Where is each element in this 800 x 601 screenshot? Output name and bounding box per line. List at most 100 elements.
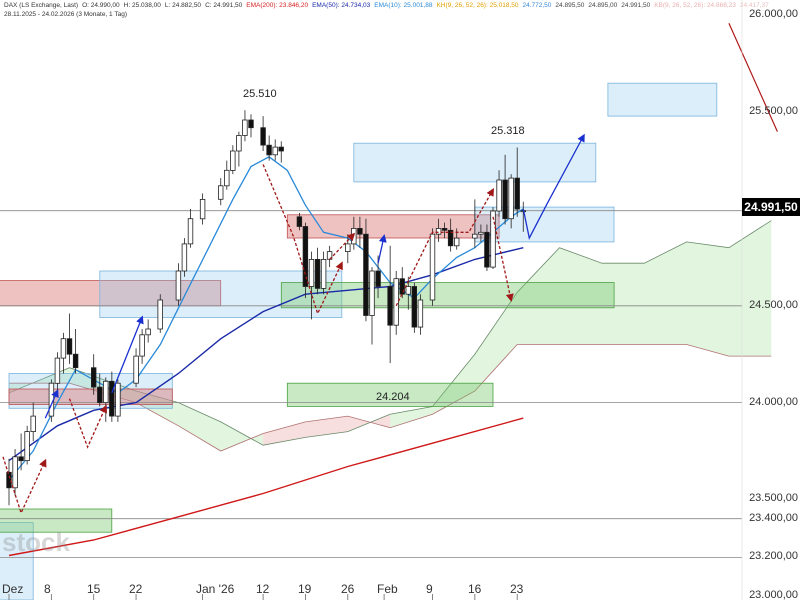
candle-down bbox=[6, 471, 12, 489]
kumo-segment bbox=[220, 421, 264, 451]
candle-down bbox=[266, 144, 272, 156]
candle-up bbox=[115, 382, 121, 417]
candle-up bbox=[393, 278, 399, 326]
forecast-arrow-blue bbox=[44, 389, 59, 419]
candle-down bbox=[302, 226, 309, 287]
candle-up bbox=[181, 243, 188, 272]
y-tick-label: 25.500,00 bbox=[749, 105, 798, 117]
forecast-arrow-red bbox=[492, 216, 514, 302]
price-annotation: 25.318 bbox=[491, 125, 525, 137]
candle-down bbox=[447, 229, 454, 247]
candle-up bbox=[60, 338, 67, 359]
candle-up bbox=[429, 233, 436, 301]
date-range: 28.11.2025 - 24.02.2026 (3 Monate, 1 Tag… bbox=[4, 11, 127, 18]
price-annotation: 25.510 bbox=[243, 88, 277, 100]
candle-down bbox=[357, 227, 363, 235]
candle-up bbox=[496, 179, 502, 212]
zone-red bbox=[8, 388, 173, 405]
candle-down bbox=[296, 216, 303, 227]
kumo-segment bbox=[644, 241, 687, 345]
candle-up bbox=[490, 210, 496, 268]
y-tick-label: 23.000,00 bbox=[749, 589, 798, 601]
candle-down bbox=[278, 146, 284, 152]
kumo-span-a bbox=[8, 220, 772, 446]
candle-up bbox=[54, 357, 61, 384]
candle-down bbox=[502, 179, 508, 220]
kumo-span-b bbox=[9, 344, 772, 452]
zone-green bbox=[280, 282, 615, 309]
indicator-label: 24.772,50 bbox=[522, 2, 552, 9]
candle-down bbox=[399, 278, 405, 295]
forecast-arrow-red bbox=[329, 232, 356, 260]
zone-blue bbox=[0, 522, 34, 600]
candle-down bbox=[363, 233, 369, 316]
candle-down bbox=[97, 386, 103, 404]
y-tick-label: 23.400,00 bbox=[749, 512, 798, 524]
kumo-segment bbox=[559, 247, 602, 345]
candle-down bbox=[248, 119, 254, 129]
candle-up bbox=[145, 328, 151, 336]
y-tick-label: 26.000,00 bbox=[749, 8, 798, 20]
candle-down bbox=[484, 231, 490, 268]
x-tick-label: 12 bbox=[256, 582, 270, 596]
candle-down bbox=[314, 258, 321, 289]
x-tick-label: 9 bbox=[426, 582, 433, 596]
candle-up bbox=[472, 233, 478, 239]
candle-up bbox=[217, 185, 224, 200]
candle-up bbox=[224, 169, 230, 187]
candle-up bbox=[230, 150, 236, 171]
indicator-label: KH(9, 26, 52, 26): 25.018,50 bbox=[436, 2, 519, 9]
candle-up bbox=[187, 218, 194, 245]
kumo-segment bbox=[728, 220, 772, 357]
candle-down bbox=[109, 380, 115, 417]
ema200-line bbox=[8, 417, 524, 557]
indicator-label: L: 24.882,50 bbox=[164, 2, 202, 9]
candle-down bbox=[514, 177, 520, 210]
zone-blue bbox=[353, 142, 597, 183]
forecast-arrow-red bbox=[395, 187, 494, 307]
y-tick-label: 23.200,00 bbox=[749, 550, 798, 562]
forecast-arrow-blue bbox=[111, 315, 144, 394]
indicator-label: H: 25.038,00 bbox=[123, 2, 161, 9]
x-tick-label: 26 bbox=[341, 582, 355, 596]
indicator-label: EMA(50): 24.734,03 bbox=[312, 2, 371, 9]
indicator-label: 24.895,50 bbox=[555, 2, 585, 9]
candle-up bbox=[175, 270, 182, 301]
indicator-label: 24.895,00 bbox=[588, 2, 618, 9]
candle-up bbox=[24, 431, 30, 462]
forecast-arrow-blue bbox=[377, 234, 387, 264]
x-tick-label: 19 bbox=[298, 582, 312, 596]
x-tick-label: 8 bbox=[44, 582, 51, 596]
kumo-segment bbox=[474, 292, 518, 391]
x-tick-label: Feb bbox=[377, 582, 398, 596]
kumo-segment bbox=[601, 263, 645, 345]
kumo-segment bbox=[390, 406, 433, 428]
zone-blue bbox=[99, 270, 343, 318]
x-tick-label: 16 bbox=[468, 582, 482, 596]
candle-up bbox=[133, 355, 139, 384]
indicator-label: DAX (LS Exchange, Last) bbox=[4, 2, 79, 9]
candle-up bbox=[103, 380, 109, 403]
candle-up bbox=[157, 299, 163, 330]
price-annotation: 24.204 bbox=[376, 391, 410, 403]
candle-down bbox=[18, 456, 24, 462]
kumo-segment bbox=[432, 354, 475, 415]
candle-down bbox=[66, 338, 73, 355]
candle-up bbox=[30, 415, 36, 433]
candle-up bbox=[453, 237, 460, 247]
kumo-segment bbox=[178, 402, 221, 451]
candle-up bbox=[12, 456, 18, 489]
forecast-arrow-blue bbox=[522, 133, 585, 241]
y-tick-label: 24.500,00 bbox=[749, 299, 798, 311]
candle-up bbox=[369, 270, 375, 316]
candle-down bbox=[72, 353, 79, 369]
zone-green bbox=[0, 508, 113, 533]
indicator-header: DAX (LS Exchange, Last) O: 24.990,00 H: 25… bbox=[4, 2, 773, 10]
y-tick-label: 23.500,00 bbox=[749, 492, 798, 504]
candle-down bbox=[91, 367, 97, 388]
indicator-label: EMA(10): 25.001,88 bbox=[374, 2, 433, 9]
candle-up bbox=[405, 286, 411, 295]
candle-down bbox=[411, 286, 417, 328]
candle-up bbox=[417, 299, 424, 328]
